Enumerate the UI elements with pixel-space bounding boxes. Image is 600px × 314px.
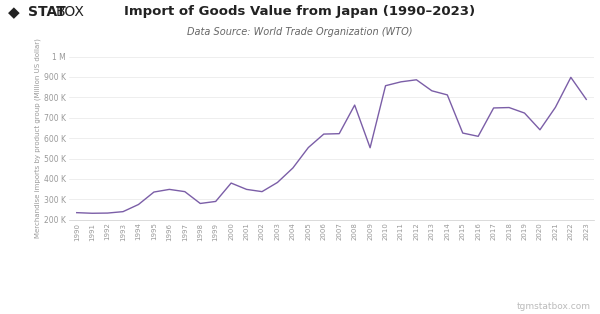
Text: Import of Goods Value from Japan (1990–2023): Import of Goods Value from Japan (1990–2… bbox=[124, 5, 476, 18]
Text: ◆: ◆ bbox=[8, 5, 20, 20]
Text: Data Source: World Trade Organization (WTO): Data Source: World Trade Organization (W… bbox=[187, 27, 413, 37]
Y-axis label: Merchandise imports by product group (Million US dollar): Merchandise imports by product group (Mi… bbox=[35, 38, 41, 238]
Text: BOX: BOX bbox=[56, 5, 85, 19]
Text: STAT: STAT bbox=[28, 5, 66, 19]
Text: tgmstatbox.com: tgmstatbox.com bbox=[517, 302, 591, 311]
